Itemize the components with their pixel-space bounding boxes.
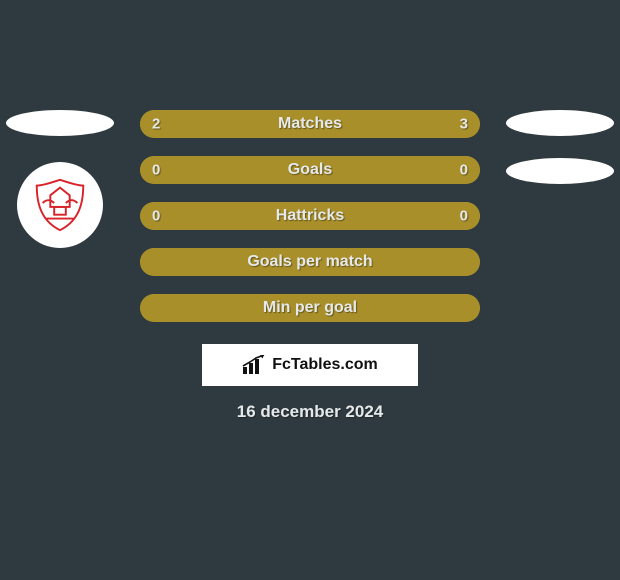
stat-label: Hattricks: [276, 207, 344, 225]
stat-left-fill: [140, 110, 276, 138]
stat-right-value: 0: [460, 162, 468, 179]
stat-left-value: 2: [152, 116, 160, 133]
player-badge-placeholder: [506, 158, 614, 184]
stat-bars: Matches 2 3 Goals 0 0 Hattricks 0 0 Goals per mat…: [140, 110, 480, 322]
date-label: 16 december 2024: [0, 402, 620, 422]
stat-label: Goals per match: [247, 253, 372, 271]
content-area: Matches 2 3 Goals 0 0 Hattricks 0 0 Goals per mat…: [0, 110, 620, 422]
stat-row: Hattricks 0 0: [140, 202, 480, 230]
stat-row: Matches 2 3: [140, 110, 480, 138]
stat-right-value: 0: [460, 208, 468, 225]
stat-row: Min per goal: [140, 294, 480, 322]
brand-label: FcTables.com: [272, 356, 378, 374]
player-badge-placeholder: [506, 110, 614, 136]
brand-box: FcTables.com: [202, 344, 418, 386]
stat-row: Goals 0 0: [140, 156, 480, 184]
brand-chart-icon: [242, 355, 266, 375]
stat-label: Min per goal: [263, 299, 357, 317]
left-player-badges: [0, 110, 120, 248]
right-player-badges: [500, 110, 620, 206]
stat-label: Matches: [278, 115, 342, 133]
stat-left-value: 0: [152, 162, 160, 179]
player-badge-placeholder: [6, 110, 114, 136]
team-logo: [17, 162, 103, 248]
stat-left-value: 0: [152, 208, 160, 225]
stat-label: Goals: [288, 161, 332, 179]
stat-row: Goals per match: [140, 248, 480, 276]
stat-right-value: 3: [460, 116, 468, 133]
